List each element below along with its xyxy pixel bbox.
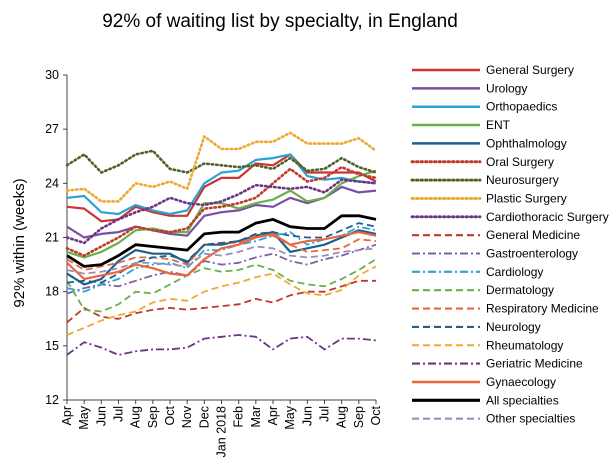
legend-label: Respiratory Medicine xyxy=(486,302,599,316)
legend-label: Neurosurgery xyxy=(486,173,559,187)
series-line-all-specialties xyxy=(66,214,377,268)
series-line-general-medicine xyxy=(66,279,376,324)
x-tick-label: Nov xyxy=(180,405,194,428)
series-line-neurology xyxy=(66,222,377,284)
legend-label: General Medicine xyxy=(486,228,580,242)
series-line-plastic-surgery xyxy=(65,131,378,203)
legend-item-general-surgery: General Surgery xyxy=(412,63,574,77)
legend-item-rheumatology: Rheumatology xyxy=(412,338,563,352)
legend-label: Neurology xyxy=(486,320,541,334)
x-tick-label: May xyxy=(77,405,91,429)
x-tick-label: Sep xyxy=(352,406,366,428)
x-tick-label: Apr xyxy=(266,406,280,425)
legend-item-respiratory-medicine: Respiratory Medicine xyxy=(412,302,599,316)
chart-title: 92% of waiting list by specialty, in Eng… xyxy=(102,11,458,32)
x-tick-label: Oct xyxy=(163,405,177,425)
series-line-gastroenterology xyxy=(66,243,377,295)
legend-item-ent: ENT xyxy=(412,118,511,132)
legend-label: Cardiology xyxy=(486,265,543,279)
series-line-cardiothoracic-surgery xyxy=(65,178,378,245)
legend-label: ENT xyxy=(486,118,511,132)
y-tick-label: 12 xyxy=(45,393,59,407)
legend-item-neurosurgery: Neurosurgery xyxy=(410,173,559,187)
legend-item-cardiothoracic-surgery: Cardiothoracic Surgery xyxy=(410,210,609,224)
legend-item-oral-surgery: Oral Surgery xyxy=(410,155,554,169)
legend-label: Urology xyxy=(486,81,527,95)
x-tick-label: Jan 2018 xyxy=(215,406,229,457)
series-line-neurosurgery xyxy=(65,149,378,174)
legend-label: Gastroenterology xyxy=(486,247,578,261)
series-line-geriatric-medicine xyxy=(66,334,377,356)
x-tick-label: Mar xyxy=(249,406,263,428)
legend-label: Orthopaedics xyxy=(486,100,557,114)
y-tick-label: 15 xyxy=(45,339,59,353)
series-line-gynaecology xyxy=(66,231,377,281)
series-line-oral-surgery xyxy=(65,165,378,257)
x-tick-label: Sep xyxy=(146,406,160,428)
x-tick-label: Jul xyxy=(318,406,332,422)
y-axis-label: 92% within (weeks) xyxy=(11,178,28,307)
x-tick-label: Apr xyxy=(60,406,74,425)
series-line-dermatology xyxy=(66,258,377,313)
x-tick-label: Jun xyxy=(94,406,108,426)
series-line-other-specialties xyxy=(66,245,377,275)
x-tick-label: Aug xyxy=(335,406,349,428)
legend-label: All specialties xyxy=(486,393,559,407)
legend-item-orthopaedics: Orthopaedics xyxy=(412,100,557,114)
legend-label: Plastic Surgery xyxy=(486,191,567,205)
legend-item-all-specialties: All specialties xyxy=(412,393,559,407)
x-tick-label: May xyxy=(283,405,297,429)
legend-label: Dermatology xyxy=(486,283,554,297)
legend-label: Ophthalmology xyxy=(486,136,567,150)
y-tick-label: 24 xyxy=(45,176,59,190)
legend-item-neurology: Neurology xyxy=(412,320,541,334)
legend-label: Rheumatology xyxy=(486,338,563,352)
x-tick-label: Dec xyxy=(197,406,211,428)
series-line-ophthalmology xyxy=(66,229,377,286)
legend-label: Geriatric Medicine xyxy=(486,357,583,371)
legend-item-gynaecology: Gynaecology xyxy=(412,375,556,389)
legend-item-gastroenterology: Gastroenterology xyxy=(412,247,578,261)
legend-label: Cardiothoracic Surgery xyxy=(486,210,609,224)
y-tick-label: 30 xyxy=(45,68,59,82)
legend-item-general-medicine: General Medicine xyxy=(412,228,580,242)
legend-item-urology: Urology xyxy=(412,81,527,95)
x-tick-label: Jun xyxy=(300,406,314,426)
legend-label: Other specialties xyxy=(486,412,575,426)
series-line-orthopaedics xyxy=(66,153,377,216)
legend-item-cardiology: Cardiology xyxy=(412,265,543,279)
legend-label: Gynaecology xyxy=(486,375,556,389)
legend-label: Oral Surgery xyxy=(486,155,554,169)
x-tick-label: Feb xyxy=(232,406,246,428)
y-tick-label: 27 xyxy=(45,122,59,136)
series-line-ent xyxy=(66,169,377,259)
x-tick-label: Aug xyxy=(129,406,143,428)
series-line-rheumatology xyxy=(66,265,377,336)
legend-item-ophthalmology: Ophthalmology xyxy=(412,136,567,150)
legend: General Surgery Urology Orthopaedics ENT Oph… xyxy=(410,63,609,426)
legend-label: General Surgery xyxy=(486,63,574,77)
legend-item-other-specialties: Other specialties xyxy=(412,412,575,426)
legend-item-geriatric-medicine: Geriatric Medicine xyxy=(412,357,583,371)
x-tick-label: Oct xyxy=(369,405,383,425)
y-tick-label: 21 xyxy=(45,231,59,245)
x-tick-label: Jul xyxy=(112,406,126,422)
legend-item-plastic-surgery: Plastic Surgery xyxy=(410,191,567,205)
y-tick-label: 18 xyxy=(45,285,59,299)
legend-item-dermatology: Dermatology xyxy=(412,283,554,297)
